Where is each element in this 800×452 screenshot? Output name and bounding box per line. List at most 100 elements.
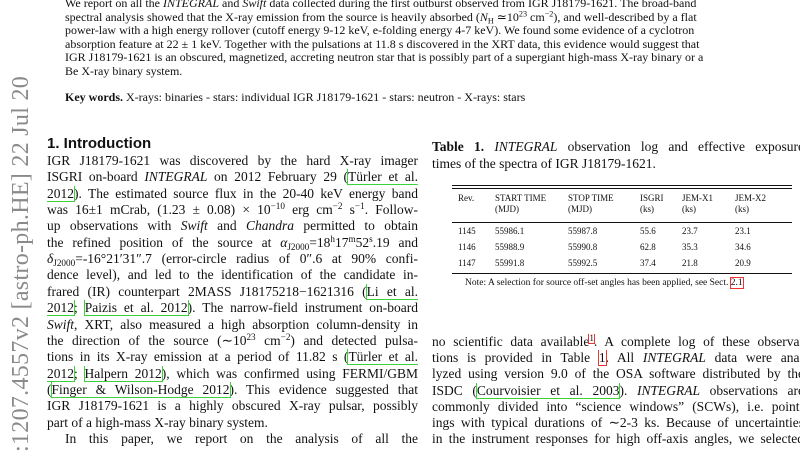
text-run: lyzed using version 9.0 of the OSA softw… xyxy=(432,366,800,382)
text-run: ), which was confirmed using FERMI/GBM xyxy=(161,365,418,381)
citation-link[interactable]: Paizis et al. 2012 xyxy=(83,300,189,317)
body-line: in the instrument responses for high off… xyxy=(432,431,800,448)
body-line: 2012; Halpern 2012), which was confirmed… xyxy=(47,365,418,383)
body-line: (Finger & Wilson-Hodge 2012). This evide… xyxy=(47,381,418,399)
text-run: erg cm xyxy=(284,202,333,218)
text-run: data were ana- xyxy=(705,350,800,366)
citation-link[interactable]: Halpern 2012 xyxy=(83,365,163,382)
citation-link[interactable]: Türler et al. xyxy=(347,349,418,366)
text-run: no scientific data available xyxy=(432,334,590,349)
italic-text: INTEGRAL xyxy=(494,139,558,154)
citation-link[interactable]: 2012 xyxy=(47,365,75,382)
subscript: H xyxy=(487,16,494,26)
text-run: . Follow- xyxy=(364,202,418,218)
text-run: absorption feature at 22 ± 1 keV. Togeth… xyxy=(65,36,700,51)
italic-text: Chandra xyxy=(245,218,294,234)
table-caption-line: times of the spectra of IGR J18179-1621. xyxy=(432,156,800,172)
text-run: =18 xyxy=(309,234,331,250)
abstract-line: power-law with a high energy rollover (c… xyxy=(65,23,694,38)
subscript: J2000 xyxy=(287,241,310,252)
table-caption-line: Table 1. INTEGRAL observation log and ef… xyxy=(432,139,800,156)
subscript: J2000 xyxy=(53,257,76,268)
table-cell: 55990.8 xyxy=(568,242,598,252)
text-run: ; xyxy=(74,365,85,381)
reference-link[interactable]: 1 xyxy=(597,350,607,367)
italic-text: Swift xyxy=(242,0,267,10)
abstract-line: We report on all the INTEGRAL and Swift … xyxy=(65,0,696,11)
table-bottom-rule xyxy=(452,273,792,274)
italic-text: Swift xyxy=(180,218,208,234)
citation-link[interactable]: Courvoisier et al. 2003 xyxy=(475,382,621,399)
body-line: lyzed using version 9.0 of the OSA softw… xyxy=(432,366,800,383)
table-top-rule xyxy=(452,185,792,186)
citation-link[interactable]: Finger & Wilson-Hodge 2012 xyxy=(50,381,231,398)
table-cell: 55992.5 xyxy=(568,258,598,268)
text-run: was 16±1 mCrab, (1.23 ± 0.08) × 10 xyxy=(47,202,271,218)
table-header-cell: Rev. xyxy=(458,193,475,203)
superscript: −1 xyxy=(354,202,365,211)
table-top-rule-2 xyxy=(452,188,792,189)
text-run: ). The estimated source flux in the 20-4… xyxy=(74,185,418,201)
table-cell: 1147 xyxy=(458,258,476,268)
text-run: power-law with a high energy rollover (c… xyxy=(65,23,695,38)
body-line: the direction of the source (∼1023 cm−2)… xyxy=(47,333,418,350)
text-run: ). xyxy=(619,382,637,398)
body-line: part of a high-mass X-ray binary system. xyxy=(47,415,418,431)
bold-text: Table 1. xyxy=(432,139,485,154)
footnote-link[interactable]: 1 xyxy=(588,334,595,344)
text-run: .19 and xyxy=(372,234,418,250)
citation-link[interactable]: 2012 xyxy=(47,300,75,317)
body-line: commonly divided into “science windows” … xyxy=(432,399,800,416)
text-run: ), and well-described by a flat xyxy=(553,9,697,24)
section-heading: 1. Introduction xyxy=(47,135,152,152)
body-line: dence level), and led to the identificat… xyxy=(47,267,418,284)
table-header-cell: ISGRI xyxy=(640,193,664,203)
body-line: δJ2000=-16°21′31″.7 (error-circle radius… xyxy=(47,251,418,268)
table-header-cell: (ks) xyxy=(682,204,696,214)
text-run: data collected during the first outburst… xyxy=(266,0,697,10)
text-run: . A complete log of these observa- xyxy=(593,334,800,349)
table-header-cell: (ks) xyxy=(640,204,654,214)
table-cell: 55991.8 xyxy=(495,258,525,268)
abstract-line: absorption feature at 22 ± 1 keV. Togeth… xyxy=(65,37,699,52)
table-cell: 1146 xyxy=(458,242,476,252)
citation-link[interactable]: Türler et al. xyxy=(347,169,418,186)
bold-text: Key words. xyxy=(65,90,123,104)
text-run: IGR J18179-1621 was discovered by the ha… xyxy=(47,153,418,168)
citation-link[interactable]: 2012 xyxy=(47,185,75,202)
text-run: ). The narrow-field instrument on-board xyxy=(187,300,418,316)
table-cell: 62.8 xyxy=(640,242,656,252)
abstract-line: Be X-ray binary system. xyxy=(65,64,182,79)
text-run: permitted to obtain xyxy=(293,218,418,234)
superscript: −2 xyxy=(544,9,554,19)
text-run: cm xyxy=(255,332,281,348)
text-run: ISGRI on-board xyxy=(47,169,145,185)
text-run: in the instrument responses for high off… xyxy=(432,431,800,447)
text-run: the direction of the source (∼10 xyxy=(47,332,247,348)
text-run: ≃10 xyxy=(493,9,519,24)
table-note: Note: A selection for source off-set ang… xyxy=(465,277,744,289)
body-line: frared (IR) counterpart 2MASS J18175218−… xyxy=(47,283,418,301)
text-run: times of the spectra of IGR J18179-1621. xyxy=(432,155,656,171)
text-run: s xyxy=(342,202,355,218)
text-run: IGR J18179-1621 is a highly obscured X-r… xyxy=(47,398,418,414)
table-header-cell: JEM-X2 xyxy=(735,193,766,203)
superscript: m xyxy=(348,234,356,244)
table-cell: 20.9 xyxy=(735,258,751,268)
italic-text: Swift xyxy=(47,316,75,332)
italic-text: α xyxy=(280,234,288,250)
italic-text: INTEGRAL xyxy=(163,0,220,10)
text-run: IGR J18179-1621 is an obscured, magnetiz… xyxy=(65,50,704,65)
text-run: observations are xyxy=(700,382,800,398)
table-cell: 23.1 xyxy=(735,226,751,236)
text-run: =-16°21′31″.7 (error-circle radius of 0″… xyxy=(75,251,418,267)
body-line: was 16±1 mCrab, (1.23 ± 0.08) × 10−10 er… xyxy=(47,202,418,219)
body-line: ings with typical durations of ∼2-3 ks. … xyxy=(432,415,800,432)
table-cell: 55.6 xyxy=(640,226,656,236)
citation-link[interactable]: Li et al. xyxy=(365,283,418,300)
body-line: no scientific data available1. A complet… xyxy=(432,334,800,351)
reference-link[interactable]: 2.1 xyxy=(729,277,744,289)
table-cell: 55986.1 xyxy=(495,226,525,236)
abstract-line: spectral analysis showed that the X-ray … xyxy=(65,10,697,25)
table-header-cell: STOP TIME xyxy=(568,193,614,203)
